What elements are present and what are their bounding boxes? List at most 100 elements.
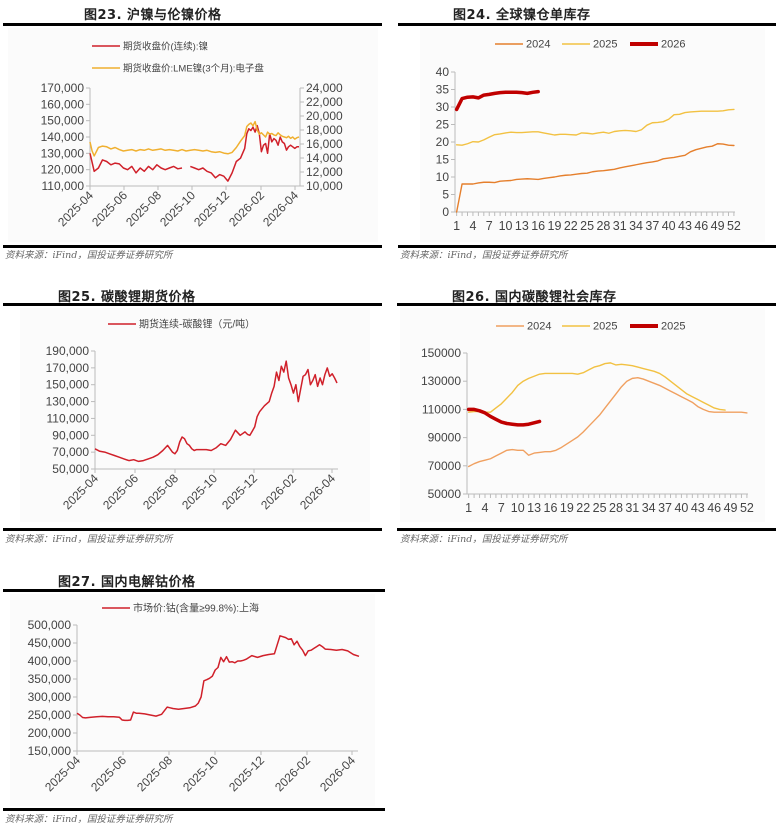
x-tick-label: 4 (469, 219, 476, 233)
figure-23-bottom-rule (3, 245, 382, 248)
series-line (467, 362, 726, 413)
plot-area (420, 28, 765, 242)
x-tick-label: 43 (678, 219, 692, 233)
x-tick-label: 1 (453, 219, 460, 233)
x-tick-label: 16 (544, 501, 558, 515)
figure-25-bottom-rule (3, 528, 382, 531)
y-tick-label: 150,000 (46, 378, 90, 392)
legend-item: 2024 (496, 321, 551, 333)
y-tick-label: 90000 (428, 431, 462, 445)
y-tick-label: 50000 (428, 487, 462, 501)
x-tick-label: 28 (609, 501, 623, 515)
figure-25-top-rule (3, 303, 382, 306)
x-tick-label: 10 (499, 219, 513, 233)
x-tick-label: 31 (625, 501, 639, 515)
series-line (466, 407, 542, 427)
legend-label: 期货收盘价(连续):镍 (123, 41, 208, 53)
figure-24-title: 图24. 全球镍仓单库存 (453, 8, 591, 23)
x-tick-label: 22 (564, 219, 578, 233)
plot-area (10, 594, 375, 806)
x-tick-label: 13 (527, 501, 541, 515)
x-tick-label: 46 (694, 219, 708, 233)
y-tick-label: 35 (436, 83, 450, 97)
legend-item: 2025 (562, 39, 617, 51)
x-tick-label: 10 (511, 501, 525, 515)
figure-24-top-rule (398, 23, 776, 26)
x-tick-label: 34 (642, 501, 656, 515)
y-tick-label: 130,000 (46, 395, 90, 409)
legend-label: 2025 (661, 321, 685, 333)
legend-label: 2025 (593, 39, 617, 51)
plot-area (8, 28, 378, 242)
y-right-tick-label: 18,000 (306, 123, 343, 137)
y-right-tick-label: 16,000 (306, 137, 343, 151)
legend-label: 期货连续-碳酸锂（元/吨） (139, 318, 255, 331)
y-tick-label: 150,000 (41, 114, 85, 128)
figure-25-chart: 期货连续-碳酸锂（元/吨） 50,000 70,000 90,000 110,000 13… (20, 308, 370, 522)
y-tick-label: 170,000 (46, 361, 90, 375)
y-tick-label: 5 (442, 188, 449, 202)
y-tick-label: 150000 (421, 346, 461, 360)
legend-item: 期货连续-碳酸锂（元/吨） (108, 318, 255, 331)
x-tick-label: 43 (691, 501, 705, 515)
legend-item: 2026 (630, 39, 685, 51)
figure-26-source: 资料来源：iFind，国投证券证券研究所 (400, 534, 568, 545)
y-tick-label: 110,000 (42, 179, 85, 193)
y-tick-label: 15 (436, 153, 450, 167)
y-right-tick-label: 24,000 (306, 81, 343, 95)
figure-27-chart: 市场价:钴(含量≥99.8%):上海 150,000 200,000 250,000 3… (10, 594, 375, 806)
figure-23-title: 图23. 沪镍与伦镍价格 (84, 8, 222, 23)
x-tick-label: 49 (711, 219, 725, 233)
figure-24-source: 资料来源：iFind，国投证券证券研究所 (400, 250, 568, 261)
figure-23-source: 资料来源：iFind，国投证券证券研究所 (5, 250, 173, 261)
x-tick-label: 7 (498, 501, 505, 515)
y-tick-label: 130000 (421, 374, 461, 388)
y-tick-label: 120,000 (41, 163, 85, 177)
series-line (455, 108, 735, 146)
x-tick-label: 4 (482, 501, 489, 515)
y-tick-label: 300,000 (28, 690, 72, 704)
x-tick-label: 40 (674, 501, 688, 515)
figure-23-top-rule (3, 23, 382, 26)
y-tick-label: 70000 (428, 459, 462, 473)
series-line (455, 143, 735, 213)
y-right-tick-label: 10,000 (306, 179, 343, 193)
y-tick-label: 30 (436, 100, 450, 114)
y-tick-label: 130,000 (41, 146, 85, 160)
y-tick-label: 350,000 (28, 672, 72, 686)
x-tick-label: 31 (613, 219, 627, 233)
figure-27-top-rule (3, 589, 385, 592)
figure-26-title: 图26. 国内碳酸锂社会库存 (452, 290, 617, 305)
x-tick-label: 13 (515, 219, 529, 233)
figure-26-bottom-rule (397, 528, 776, 531)
x-tick-label: 25 (593, 501, 607, 515)
x-tick-label: 37 (645, 219, 659, 233)
y-tick-label: 450,000 (28, 636, 72, 650)
y-right-tick-label: 12,000 (306, 165, 343, 179)
legend-label: 2026 (661, 39, 685, 51)
legend-label: 市场价:钴(含量≥99.8%):上海 (133, 602, 259, 615)
legend-label: 期货收盘价:LME镍(3个月):电子盘 (123, 63, 264, 75)
figure-24-bottom-rule (398, 245, 776, 248)
y-tick-label: 400,000 (28, 654, 72, 668)
y-tick-label: 0 (442, 205, 449, 219)
legend-item: 2025 (562, 321, 617, 333)
y-tick-label: 140,000 (41, 130, 85, 144)
series-line (190, 124, 299, 182)
series-line (94, 360, 338, 463)
figure-27-title: 图27. 国内电解钴价格 (58, 575, 196, 590)
y-tick-label: 160,000 (41, 97, 85, 111)
legend-label: 2024 (526, 39, 550, 51)
y-tick-label: 150,000 (28, 744, 72, 758)
x-tick-label: 7 (486, 219, 493, 233)
plot-area (400, 308, 765, 522)
y-tick-label: 70,000 (52, 445, 89, 459)
legend-label: 2025 (593, 321, 617, 333)
x-tick-label: 40 (662, 219, 676, 233)
legend-item: 2024 (495, 39, 550, 51)
x-tick-label: 52 (740, 501, 754, 515)
y-right-tick-label: 14,000 (306, 151, 343, 165)
y-tick-label: 50,000 (52, 462, 89, 476)
